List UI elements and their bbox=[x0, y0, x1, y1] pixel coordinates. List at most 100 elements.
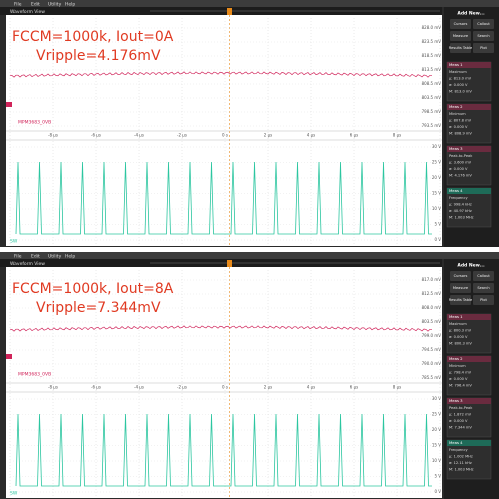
measurement-box[interactable] bbox=[446, 313, 492, 354]
view-title: Waveform View bbox=[10, 261, 45, 267]
sidebar-button[interactable] bbox=[473, 43, 494, 53]
measurement-line: Minimum bbox=[449, 364, 466, 368]
menu-bar bbox=[0, 252, 499, 259]
measurement-title: Meas 4 bbox=[449, 440, 463, 445]
sidebar-button[interactable] bbox=[473, 19, 494, 29]
measurement-box[interactable] bbox=[446, 439, 492, 480]
ch2-tick-label: 15 V bbox=[432, 191, 441, 196]
measurement-title: Meas 4 bbox=[449, 188, 463, 193]
time-tick-label: -2 µs bbox=[177, 385, 187, 390]
time-tick-label: 0 s bbox=[222, 133, 228, 138]
plot-area bbox=[6, 15, 442, 246]
measurement-line: μ: 813.0 mV bbox=[449, 77, 472, 81]
time-tick-label: 4 µs bbox=[307, 133, 315, 138]
button-label[interactable]: Search bbox=[477, 34, 489, 38]
measurement-line: σ: 0.000 V bbox=[449, 419, 468, 423]
button-label[interactable]: Measure bbox=[453, 34, 469, 38]
measurement-box[interactable] bbox=[446, 187, 492, 228]
time-tick-label: 6 µs bbox=[350, 385, 358, 390]
sidebar-button[interactable] bbox=[473, 283, 494, 293]
annotation: FCCM=1000k, Iout=0A bbox=[12, 29, 174, 45]
button-label[interactable]: Cursors bbox=[454, 22, 468, 26]
sidebar-button[interactable] bbox=[450, 19, 471, 29]
measurement-box[interactable] bbox=[446, 397, 492, 438]
measurement-line: Peak-to-Peak bbox=[449, 154, 473, 158]
time-tick-label: 2 µs bbox=[264, 385, 272, 390]
menu-item[interactable]: Utility bbox=[48, 253, 62, 259]
measurement-header bbox=[447, 62, 491, 68]
menu-item[interactable]: Edit bbox=[31, 253, 40, 259]
sidebar-button[interactable] bbox=[450, 31, 471, 41]
ch2-tick-label: 5 V bbox=[434, 222, 441, 227]
time-tick-label: 0 s bbox=[222, 385, 228, 390]
measurement-line: M: 796.4 mV bbox=[449, 384, 472, 388]
measurement-box[interactable] bbox=[446, 103, 492, 144]
menu-item[interactable]: File bbox=[14, 1, 22, 7]
measurement-line: M: 800.3 mV bbox=[449, 342, 472, 346]
measurement-title: Meas 1 bbox=[449, 314, 463, 319]
ch1-tick-label: 828.0 mV bbox=[422, 25, 442, 30]
measurement-header bbox=[447, 356, 491, 362]
ch2-tick-label: 30 V bbox=[432, 396, 441, 401]
menu-item[interactable]: File bbox=[14, 253, 22, 259]
ch2-tick-label: 5 V bbox=[434, 474, 441, 479]
add-new[interactable]: Add New... bbox=[457, 11, 485, 17]
measurement-line: σ: 0.000 V bbox=[449, 167, 468, 171]
measurement-line: Frequency bbox=[449, 448, 468, 452]
measurement-header bbox=[447, 104, 491, 110]
time-tick-label: -8 µs bbox=[48, 133, 58, 138]
menu-item[interactable]: Help bbox=[65, 1, 75, 7]
ch1-marker bbox=[6, 102, 12, 107]
sidebar-button[interactable] bbox=[473, 295, 494, 305]
button-label[interactable]: Search bbox=[477, 286, 489, 290]
measurement-title: Meas 3 bbox=[449, 146, 463, 151]
menu-item[interactable]: Help bbox=[65, 253, 75, 259]
button-label[interactable]: Results Table bbox=[449, 298, 473, 302]
measurement-box[interactable] bbox=[446, 355, 492, 396]
button-label[interactable]: Measure bbox=[453, 286, 469, 290]
ch2-tick-label: 30 V bbox=[432, 144, 441, 149]
button-label[interactable]: Plot bbox=[480, 46, 487, 50]
ch1-tick-label: 823.5 mV bbox=[422, 39, 442, 44]
measurement-box[interactable] bbox=[446, 145, 492, 186]
sidebar-button[interactable] bbox=[450, 271, 471, 281]
measurement-line: σ: 0.000 V bbox=[449, 335, 468, 339]
measurement-line: Maximum bbox=[449, 70, 467, 74]
time-tick-label: 8 µs bbox=[393, 133, 401, 138]
annotation: Vripple=7.344mV bbox=[36, 300, 161, 316]
time-tick-label: 4 µs bbox=[307, 385, 315, 390]
ch1-tick-label: 803.5 mV bbox=[422, 95, 442, 100]
measurement-header bbox=[447, 440, 491, 446]
scope-window: File Edit Utility Help Waveform View 828.0 mV… bbox=[0, 0, 499, 247]
add-new[interactable]: Add New... bbox=[457, 263, 485, 269]
menu-item[interactable]: Utility bbox=[48, 1, 62, 7]
sidebar-button[interactable] bbox=[450, 283, 471, 293]
annotation: FCCM=1000k, Iout=8A bbox=[12, 281, 174, 297]
ch2-tick-label: 20 V bbox=[432, 427, 441, 432]
time-tick-label: -4 µs bbox=[134, 385, 144, 390]
measurement-line: Maximum bbox=[449, 322, 467, 326]
measurement-line: μ: 798.4 mV bbox=[449, 371, 472, 375]
sidebar-button[interactable] bbox=[450, 43, 471, 53]
button-label[interactable]: Plot bbox=[480, 298, 487, 302]
measurement-line: Minimum bbox=[449, 112, 466, 116]
ch1-tick-label: 817.0 mV bbox=[422, 277, 442, 282]
ch1-tick-label: 798.5 mV bbox=[422, 109, 442, 114]
sidebar-button[interactable] bbox=[473, 271, 494, 281]
measurement-header bbox=[447, 188, 491, 194]
button-label[interactable]: Callout bbox=[477, 274, 490, 278]
sidebar-button[interactable] bbox=[450, 295, 471, 305]
measurement-line: M: 1.003 MHz bbox=[449, 216, 474, 220]
measurement-line: μ: 1.002 MHz bbox=[449, 455, 473, 459]
measurement-line: σ: 40.97 kHz bbox=[449, 209, 472, 213]
measurement-header bbox=[447, 314, 491, 320]
button-label[interactable]: Callout bbox=[477, 22, 490, 26]
measurement-title: Meas 2 bbox=[449, 104, 463, 109]
button-label[interactable]: Results Table bbox=[449, 46, 473, 50]
menu-item[interactable]: Edit bbox=[31, 1, 40, 7]
sidebar-button[interactable] bbox=[473, 31, 494, 41]
button-label[interactable]: Cursors bbox=[454, 274, 468, 278]
measurement-line: μ: 1.872 mV bbox=[449, 413, 472, 417]
ch1-tick-label: 812.5 mV bbox=[422, 291, 442, 296]
